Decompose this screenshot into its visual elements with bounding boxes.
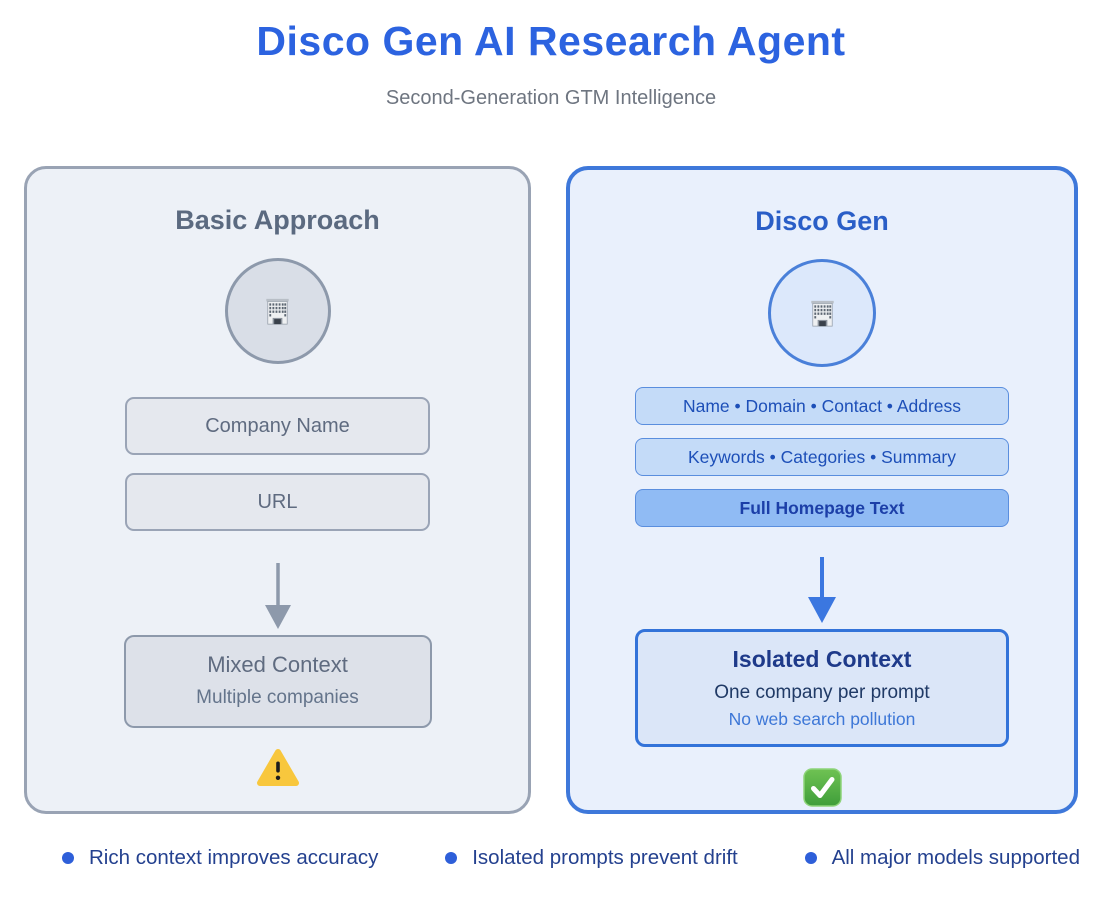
mixed-context-title: Mixed Context <box>207 652 348 677</box>
footer-item-isolated-prompts: Isolated prompts prevent drift <box>445 846 738 870</box>
data-row-keywords: Keywords • Categories • Summary <box>635 438 1009 476</box>
footer-item-models-supported: All major models supported <box>804 846 1080 870</box>
isolated-context-note: No web search pollution <box>728 709 916 729</box>
mixed-context-box: Mixed Context Multiple companies <box>123 635 432 728</box>
down-arrow-icon <box>808 557 836 623</box>
footer-text: All major models supported <box>831 846 1080 869</box>
isolated-context-box: Isolated Context One company per prompt … <box>635 629 1009 747</box>
data-row-identity: Name • Domain • Contact • Address <box>635 387 1009 425</box>
footer-item-rich-context: Rich context improves accuracy <box>62 846 378 870</box>
bullet-dot-icon <box>62 852 74 864</box>
disco-gen-panel: Disco Gen Name • Domain • Contact • Addr… <box>566 166 1078 814</box>
company-name-box: Company Name <box>125 397 430 455</box>
isolated-context-title: Isolated Context <box>732 646 912 672</box>
page-title: Disco Gen AI Research Agent <box>256 18 846 64</box>
basic-approach-panel: Basic Approach Company Name URL <box>24 166 531 814</box>
down-arrow-icon <box>264 563 291 629</box>
bullet-dot-icon <box>445 852 458 864</box>
comparison-panels: Basic Approach Company Name URL <box>0 166 1102 814</box>
check-icon <box>802 768 842 807</box>
bullet-dot-icon <box>804 852 817 864</box>
disco-panel-title: Disco Gen <box>755 206 889 236</box>
footer-bullets: Rich context improves accuracy Isolated … <box>62 846 1080 870</box>
basic-panel-title: Basic Approach <box>175 205 380 235</box>
building-icon <box>810 300 834 327</box>
warning-icon <box>256 749 299 786</box>
company-avatar <box>224 258 331 364</box>
url-box: URL <box>125 473 430 531</box>
company-avatar <box>768 259 876 367</box>
page-subtitle: Second-Generation GTM Intelligence <box>385 87 717 109</box>
basic-input-list: Company Name URL <box>125 397 430 549</box>
data-row-homepage-text: Full Homepage Text <box>635 489 1009 527</box>
isolated-context-subtitle: One company per prompt <box>714 682 930 703</box>
mixed-context-subtitle: Multiple companies <box>196 687 359 708</box>
building-icon <box>266 298 289 325</box>
footer-text: Rich context improves accuracy <box>89 846 379 869</box>
disco-data-rows: Name • Domain • Contact • Address Keywor… <box>635 387 1009 540</box>
footer-text: Isolated prompts prevent drift <box>472 846 738 869</box>
